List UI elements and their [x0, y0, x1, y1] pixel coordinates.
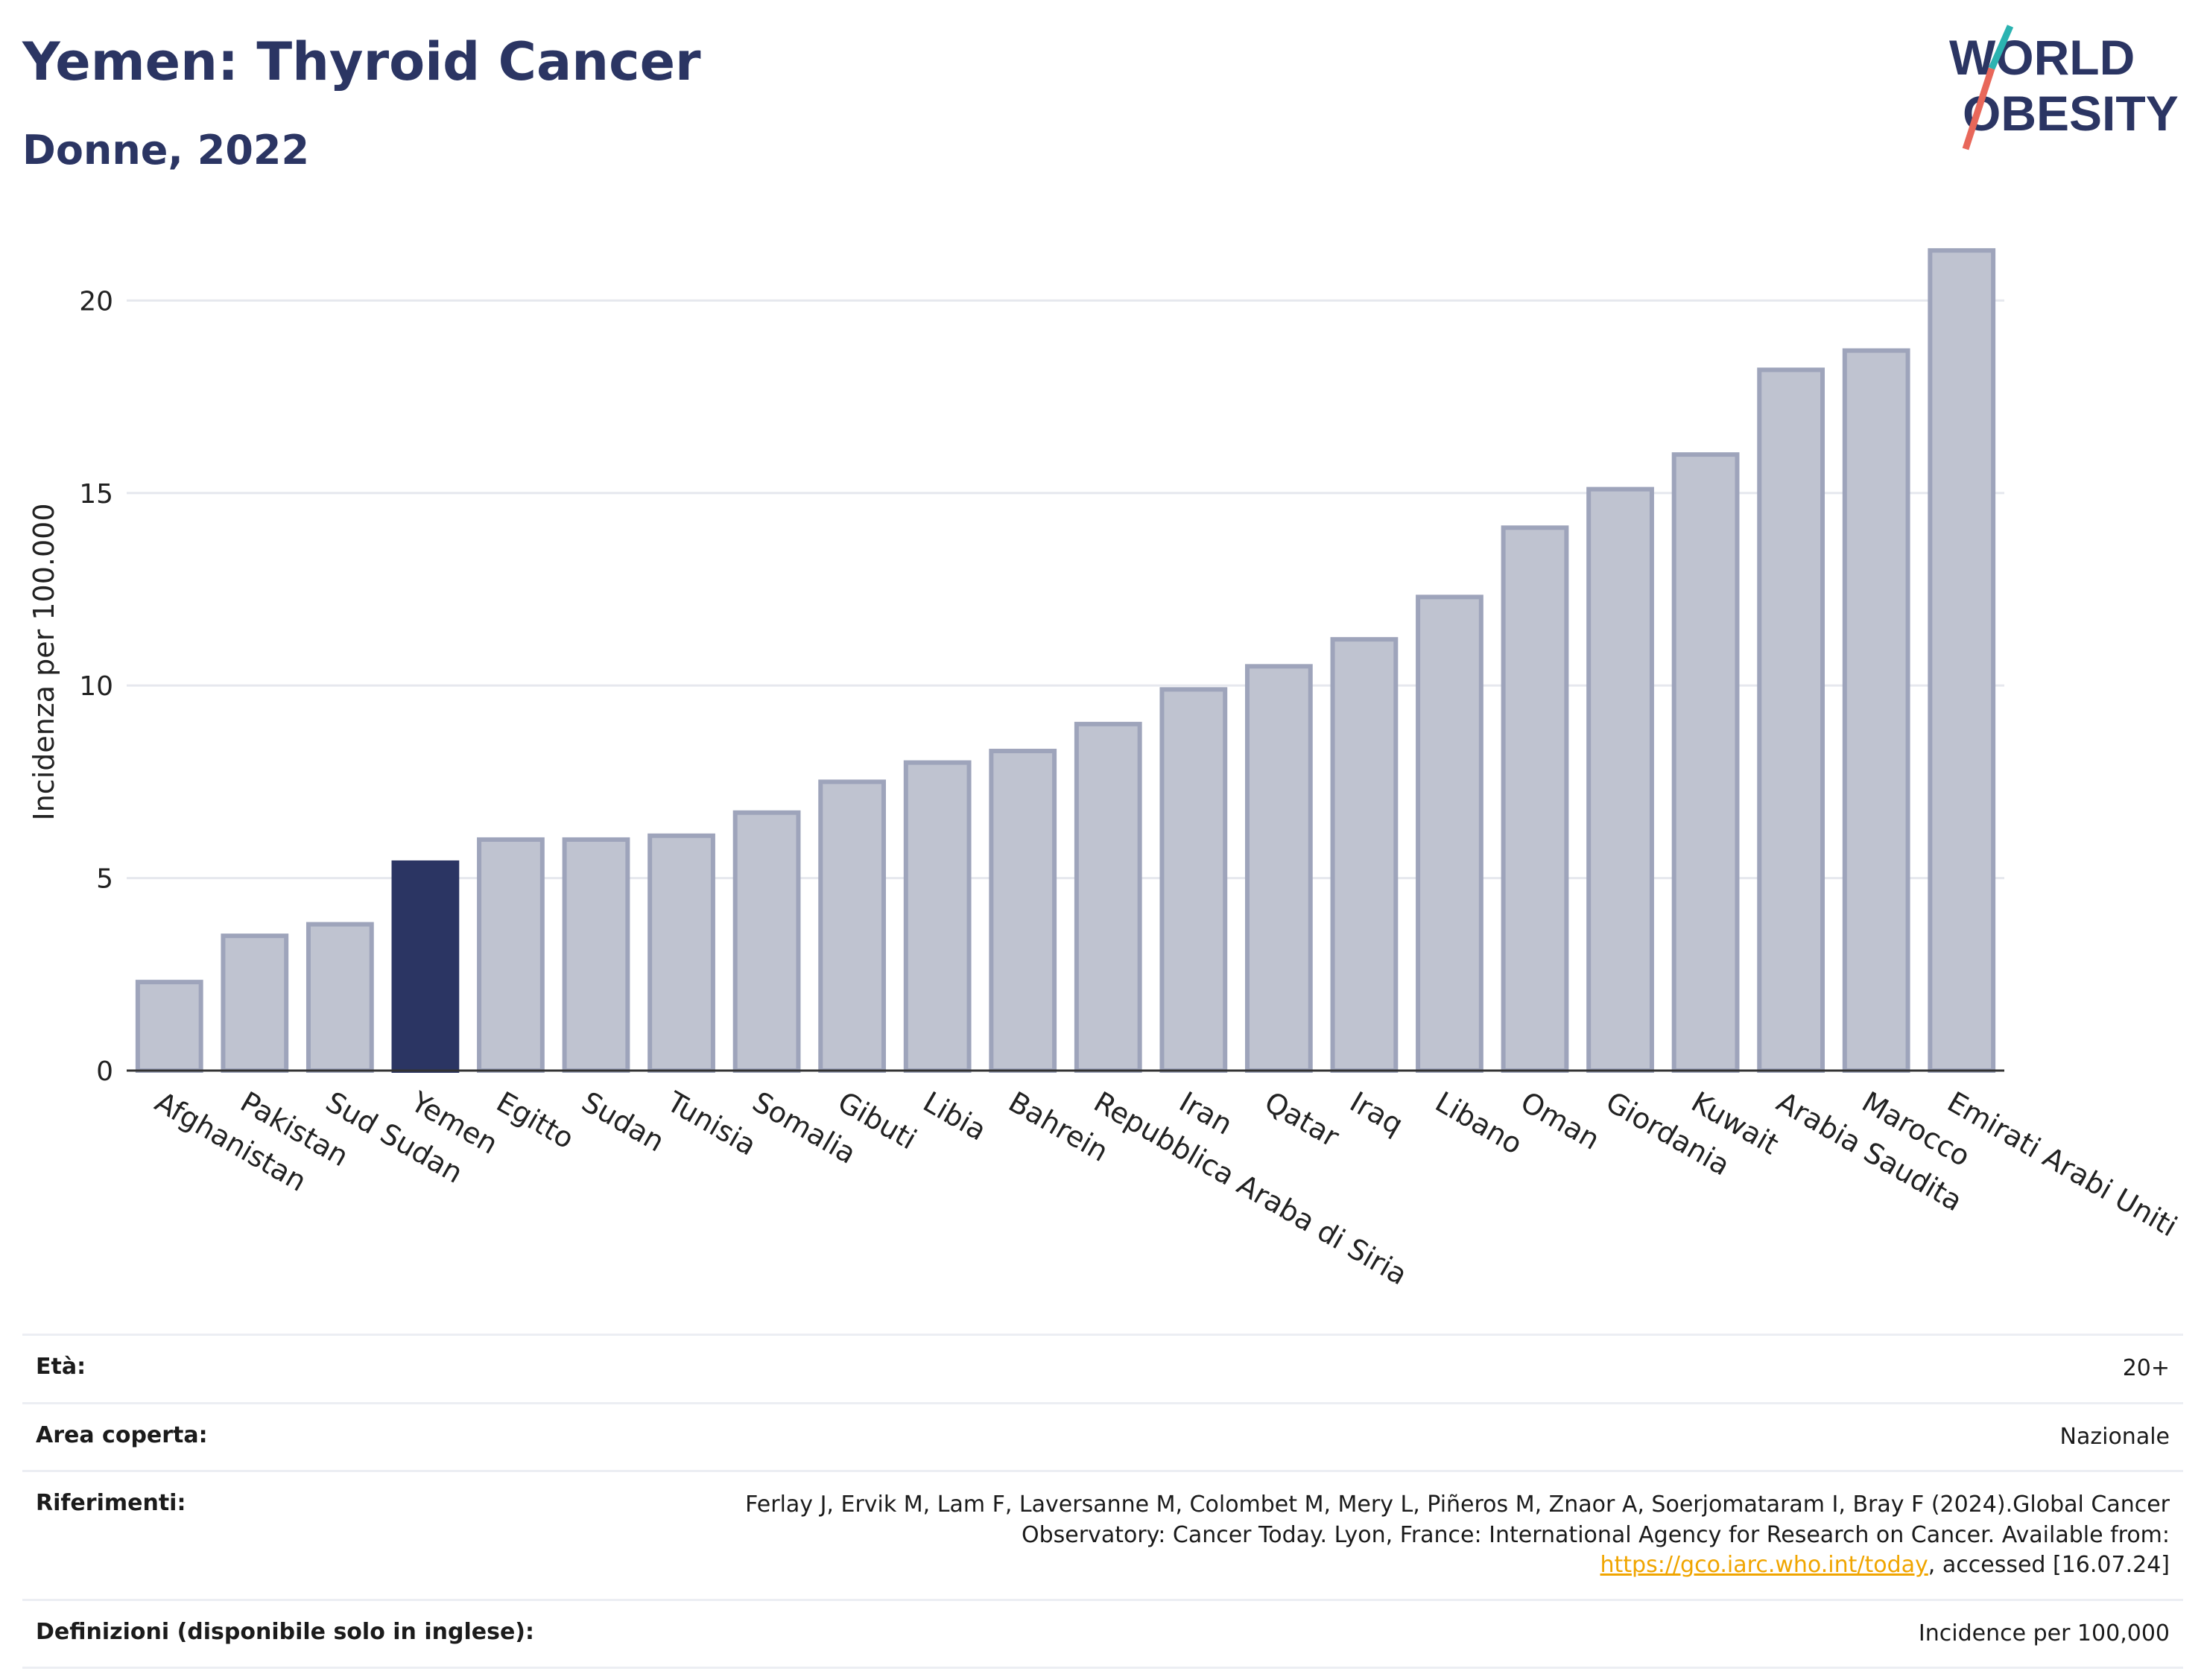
- info-row-definitions: Definizioni (disponibile solo in inglese…: [22, 1598, 2183, 1669]
- bar-libia: [903, 760, 972, 1074]
- bar-iraq: [1330, 637, 1399, 1073]
- info-row-references: Riferimenti: Ferlay J, Ervik M, Lam F, L…: [22, 1470, 2183, 1599]
- y-tick-label: 20: [79, 286, 113, 317]
- bar-afghanistan: [135, 980, 203, 1074]
- bar-giordania: [1586, 486, 1654, 1073]
- bars: [135, 248, 1996, 1074]
- references-value: Ferlay J, Ervik M, Lam F, Laversanne M, …: [745, 1492, 2170, 1578]
- x-tick-label: Emirati Arabi Uniti: [1942, 1085, 2182, 1243]
- y-tick-labels: 0 5 10 15 20: [79, 286, 113, 1087]
- bar-iran: [1159, 687, 1228, 1073]
- logo-line2: OBESITY: [1963, 86, 2179, 141]
- x-tick-label: Libia: [918, 1085, 992, 1147]
- age-value: 20+: [2122, 1355, 2170, 1381]
- chart-subtitle: Donne, 2022: [22, 127, 310, 174]
- bar-sudan: [562, 837, 630, 1073]
- bar-sud-sudan: [305, 922, 374, 1074]
- definitions-value: Incidence per 100,000: [1918, 1620, 2170, 1646]
- x-tick-label: Iraq: [1344, 1085, 1408, 1141]
- world-obesity-logo: WORLD OBESITY: [1949, 25, 2179, 150]
- info-row-area: Area coperta: Nazionale: [22, 1401, 2183, 1471]
- logo-line1: WORLD: [1949, 30, 2135, 85]
- bar-egitto: [477, 837, 545, 1073]
- bar-yemen: [391, 860, 460, 1074]
- logo-slash-coral: [1962, 67, 1995, 150]
- bar-qatar: [1244, 664, 1313, 1073]
- references-label: Riferimenti:: [36, 1490, 186, 1516]
- y-axis-label: Incidenza per 100.000: [28, 504, 60, 821]
- y-tick-label: 10: [79, 671, 113, 702]
- age-label: Età:: [36, 1354, 86, 1380]
- area-label: Area coperta:: [36, 1421, 208, 1448]
- bar-marocco: [1842, 348, 1910, 1073]
- bar-arabia-saudita: [1757, 367, 1825, 1073]
- bar-oman: [1501, 525, 1569, 1073]
- bar-kuwait: [1671, 452, 1740, 1073]
- bar-emirati-arabi-uniti: [1928, 248, 1996, 1074]
- bar-tunisia: [647, 833, 715, 1074]
- bar-pakistan: [221, 933, 289, 1074]
- x-tick-label: Egitto: [491, 1085, 580, 1156]
- reference-link[interactable]: https://gco.iarc.who.int/today: [1600, 1552, 1928, 1578]
- bar-libano: [1416, 595, 1483, 1073]
- x-tick-label: Oman: [1516, 1085, 1606, 1156]
- y-tick-label: 15: [79, 479, 113, 510]
- bar-repubblica-araba-di-siria: [1074, 721, 1142, 1073]
- y-tick-label: 5: [96, 864, 113, 895]
- definitions-label: Definizioni (disponibile solo in inglese…: [36, 1618, 534, 1645]
- x-tick-label: Sudan: [577, 1085, 671, 1158]
- x-tick-label: Qatar: [1259, 1085, 1345, 1154]
- x-tick-label: Tunisia: [661, 1085, 761, 1162]
- logo-slash-teal: [1988, 25, 2014, 70]
- chart-title: Yemen: Thyroid Cancer: [22, 31, 701, 92]
- info-table: Età: 20+ Area coperta: Nazionale Riferim…: [22, 1334, 2183, 1669]
- area-value: Nazionale: [2059, 1423, 2170, 1450]
- bar-somalia: [732, 810, 801, 1073]
- info-row-age: Età: 20+: [22, 1334, 2183, 1402]
- bar-bahrein: [989, 749, 1057, 1073]
- y-tick-label: 0: [96, 1056, 113, 1087]
- x-tick-label: Libano: [1430, 1085, 1528, 1161]
- bar-gibuti: [818, 779, 887, 1073]
